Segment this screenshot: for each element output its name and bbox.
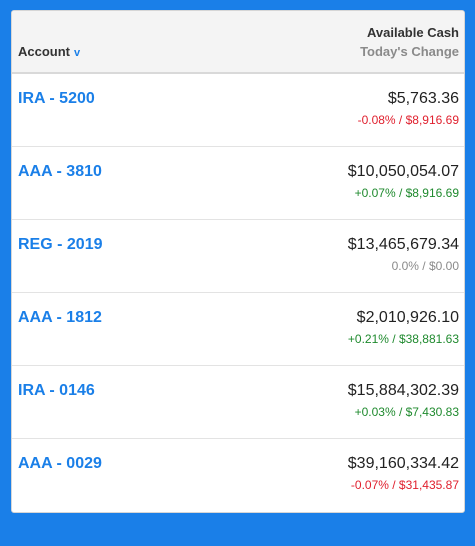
account-row[interactable]: REG - 2019 $13,465,679.34 0.0% / $0.00: [12, 220, 464, 293]
account-sort-button[interactable]: Account v: [18, 44, 80, 59]
todays-change-value: +0.03% / $7,430.83: [354, 405, 459, 419]
todays-change-value: -0.08% / $8,916.69: [357, 113, 459, 127]
account-name-link[interactable]: AAA - 3810: [18, 163, 102, 180]
todays-change-value: +0.21% / $38,881.63: [347, 332, 459, 346]
chevron-down-icon: v: [74, 47, 81, 59]
todays-change-value: -0.07% / $31,435.87: [350, 478, 459, 492]
account-row[interactable]: IRA - 0146 $15,884,302.39 +0.03% / $7,43…: [12, 366, 464, 439]
account-name-link[interactable]: IRA - 5200: [18, 90, 95, 107]
available-cash-value: $10,050,054.07: [347, 163, 459, 180]
todays-change-value: +0.07% / $8,916.69: [354, 186, 459, 200]
todays-change-column-label: Today's Change: [360, 44, 459, 59]
available-cash-value: $15,884,302.39: [347, 382, 459, 399]
available-cash-value: $13,465,679.34: [347, 236, 459, 253]
todays-change-value: 0.0% / $0.00: [391, 259, 459, 273]
accounts-list: IRA - 5200 $5,763.36 -0.08% / $8,916.69 …: [12, 74, 464, 512]
account-row[interactable]: AAA - 3810 $10,050,054.07 +0.07% / $8,91…: [12, 147, 464, 220]
account-row[interactable]: AAA - 1812 $2,010,926.10 +0.21% / $38,88…: [12, 293, 464, 366]
available-cash-column-label: Available Cash: [366, 25, 459, 40]
accounts-panel: Account v Available Cash Today's Change I…: [11, 10, 465, 513]
available-cash-value: $5,763.36: [387, 90, 459, 107]
account-column-label: Account: [18, 44, 70, 59]
account-name-link[interactable]: REG - 2019: [18, 236, 103, 253]
account-name-link[interactable]: IRA - 0146: [18, 382, 95, 399]
account-row[interactable]: IRA - 5200 $5,763.36 -0.08% / $8,916.69: [12, 74, 464, 147]
table-header: Account v Available Cash Today's Change: [12, 11, 464, 74]
available-cash-value: $2,010,926.10: [356, 309, 459, 326]
account-name-link[interactable]: AAA - 0029: [18, 455, 102, 472]
available-cash-value: $39,160,334.42: [347, 455, 459, 472]
account-name-link[interactable]: AAA - 1812: [18, 309, 102, 326]
account-row[interactable]: AAA - 0029 $39,160,334.42 -0.07% / $31,4…: [12, 439, 464, 512]
